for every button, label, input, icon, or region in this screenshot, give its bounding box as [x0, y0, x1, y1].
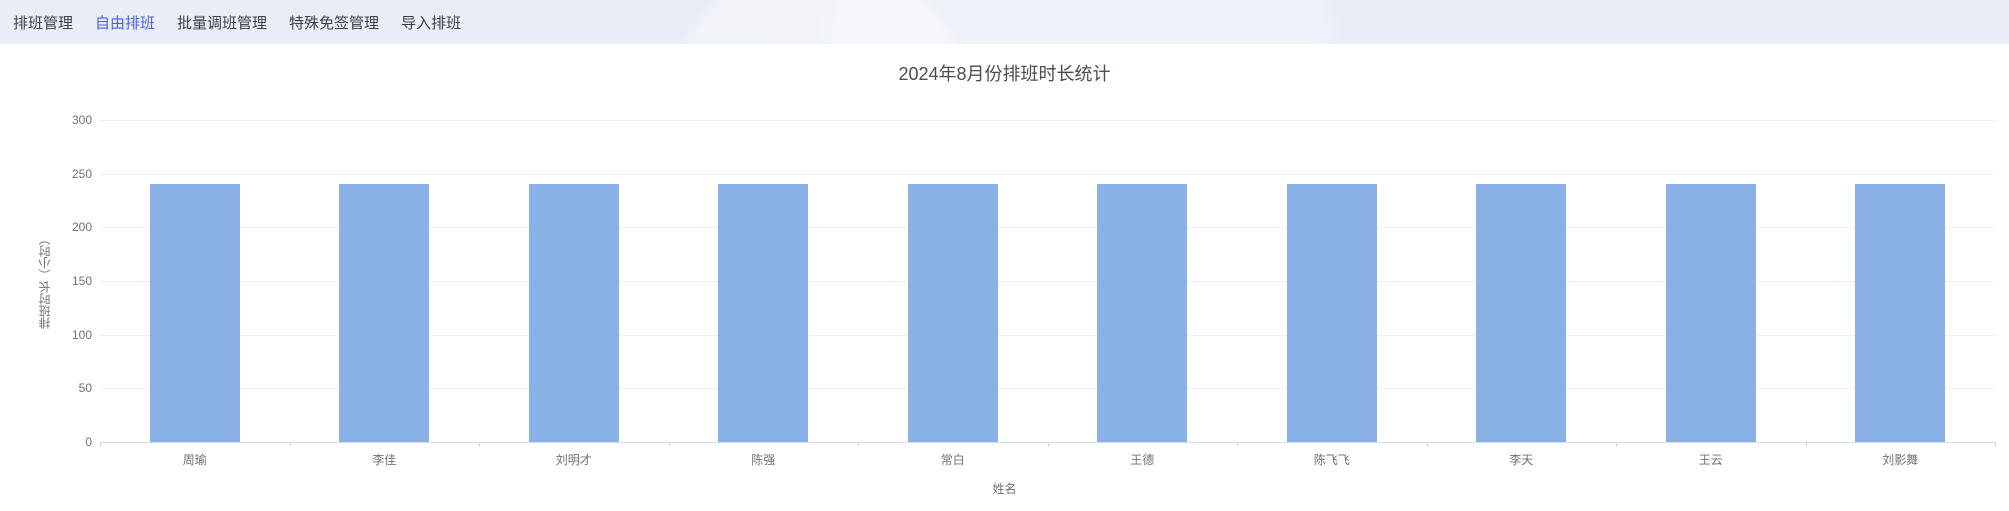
nav-item-4[interactable]: 特殊免签管理	[289, 14, 380, 32]
chart-bar-李天[interactable]	[1476, 184, 1567, 442]
gridline-250	[100, 173, 1995, 175]
x-axis-label: 李佳	[372, 453, 397, 467]
x-axis-tick	[479, 442, 480, 447]
y-axis-label: 250	[71, 166, 92, 181]
nav-item-5[interactable]: 导入排班	[401, 14, 462, 32]
y-axis-label: 300	[71, 113, 92, 127]
chart-bar-刘影舞[interactable]	[1855, 184, 1946, 442]
schedule-hours-chart: 2024年8月份排班时长统计 排班时长（小时） 姓名 0 50 100 150 200 2…	[0, 44, 2009, 511]
x-axis-tick	[1047, 442, 1049, 447]
x-axis-label: 陈强	[751, 453, 776, 467]
chart-bar-李佳[interactable]	[339, 184, 430, 442]
chart-bar-常白[interactable]	[907, 184, 998, 442]
chart-bar-王云[interactable]	[1665, 184, 1756, 442]
x-axis-label: 王德	[1130, 453, 1155, 467]
x-axis-label: 刘影舞	[1882, 453, 1919, 467]
gridline-300	[100, 120, 1995, 121]
x-axis-label: 陈飞飞	[1313, 453, 1350, 467]
y-axis-label: 50	[78, 381, 92, 396]
nav-item-2[interactable]: 自由排班	[95, 14, 156, 32]
x-axis-tick	[100, 442, 101, 447]
x-axis-label: 周瑜	[182, 453, 207, 467]
x-axis-tick	[1616, 442, 1617, 447]
gridline-150	[100, 281, 1995, 282]
nav-item-1[interactable]: 排班管理	[13, 14, 74, 32]
x-axis-label: 刘明才	[555, 453, 592, 467]
chart-bar-陈飞飞[interactable]	[1286, 184, 1377, 442]
nav-item-3[interactable]: 批量调班管理	[177, 14, 268, 32]
chart-bar-王德[interactable]	[1097, 184, 1188, 442]
x-axis-tick	[289, 442, 291, 447]
gridline-100	[100, 334, 1995, 336]
gridline-200	[100, 227, 1995, 229]
x-axis-label: 常白	[940, 453, 965, 467]
x-axis-label: 王云	[1698, 453, 1723, 467]
x-axis-tick	[668, 442, 670, 447]
x-axis-tick	[1237, 442, 1238, 447]
y-axis-label: 150	[71, 274, 92, 288]
x-axis-tick	[1805, 442, 1807, 447]
gridline-50	[100, 388, 1995, 390]
nav-bar: 排班管理 自由排班 批量调班管理 特殊免签管理 导入排班	[0, 0, 2009, 44]
y-axis-label: 0	[85, 435, 92, 449]
y-axis-label: 100	[71, 327, 92, 342]
x-axis-title: 姓名	[992, 482, 1017, 496]
x-axis-label: 李天	[1509, 453, 1534, 467]
chart-bar-刘明才[interactable]	[528, 184, 619, 442]
y-axis-label: 200	[71, 220, 92, 235]
x-axis-tick	[1426, 442, 1428, 447]
chart-title: 2024年8月份排班时长统计	[898, 64, 1111, 84]
chart-bar-周瑜[interactable]	[149, 184, 240, 442]
x-axis-tick	[858, 442, 859, 447]
x-axis-tick	[1995, 442, 1996, 447]
chart-bar-陈强[interactable]	[718, 184, 809, 442]
